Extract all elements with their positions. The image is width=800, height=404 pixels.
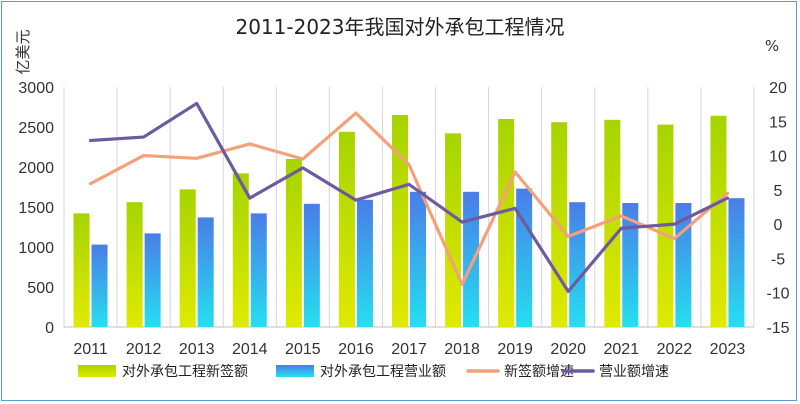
x-tick-label: 2021 <box>604 341 640 358</box>
lines <box>88 101 730 293</box>
x-axis-ticks: 2011 2012 2013 2014 2015 2016 2017 2018 2019 2020… <box>73 341 745 358</box>
right-tick-label: 0 <box>774 217 783 234</box>
x-tick-label: 2013 <box>179 341 215 358</box>
x-tick-label: 2022 <box>657 341 693 358</box>
x-tick-label: 2018 <box>444 341 480 358</box>
x-tick-label: 2011 <box>73 341 108 358</box>
bar-new-contract <box>73 213 90 327</box>
bar-revenue <box>250 213 267 327</box>
bar-new-contract <box>126 202 143 327</box>
x-tick-label: 2017 <box>391 341 427 358</box>
bar-new-contract <box>445 133 462 327</box>
right-tick-label: -10 <box>766 286 789 303</box>
right-tick-label: -15 <box>766 320 789 337</box>
left-axis-ticks: 0 500 1000 1500 2000 2500 3000 <box>18 80 54 337</box>
bars <box>73 115 745 327</box>
bar-new-contract <box>179 189 196 327</box>
bar-revenue <box>144 233 161 327</box>
left-tick-label: 1500 <box>18 200 54 217</box>
legend-label: 新签额增速 <box>504 363 574 380</box>
x-tick-label: 2015 <box>285 341 321 358</box>
x-tick-label: 2016 <box>338 341 374 358</box>
legend-swatch <box>276 365 314 377</box>
right-axis-ticks: -15 -10 -5 0 5 10 15 20 <box>766 80 789 337</box>
left-axis-unit: 亿美元 <box>14 29 32 74</box>
bar-new-contract <box>710 115 727 327</box>
x-tick-label: 2023 <box>710 341 746 358</box>
left-tick-label: 0 <box>45 320 54 337</box>
legend-label: 对外承包工程营业额 <box>320 364 446 380</box>
legend-label: 营业额增速 <box>599 364 669 380</box>
right-axis-unit: % <box>765 37 779 55</box>
legend: 对外承包工程新签额 对外承包工程营业额 新签额增速 营业额增速 <box>78 363 669 380</box>
left-tick-label: 2000 <box>18 160 54 177</box>
bar-new-contract <box>498 119 515 327</box>
left-tick-label: 2500 <box>18 120 54 137</box>
right-tick-label: 15 <box>769 114 787 131</box>
bar-revenue <box>516 188 533 327</box>
bar-revenue <box>463 191 480 327</box>
bar-revenue <box>356 199 373 327</box>
bar-new-contract <box>392 115 408 327</box>
left-tick-label: 500 <box>27 280 54 297</box>
bar-new-contract <box>285 159 302 327</box>
x-tick-label: 2020 <box>550 341 586 358</box>
right-tick-label: 10 <box>769 149 787 166</box>
bar-new-contract <box>604 119 621 327</box>
bar-revenue <box>303 203 320 327</box>
chart-title: 2011-2023年我国对外承包工程情况 <box>235 15 564 39</box>
right-tick-label: 20 <box>769 80 787 97</box>
x-tick-label: 2014 <box>232 341 268 358</box>
right-tick-label: 5 <box>774 183 783 200</box>
bar-new-contract <box>338 131 355 327</box>
bar-revenue <box>197 217 214 327</box>
bar-revenue <box>728 198 745 327</box>
bar-revenue <box>569 202 586 327</box>
legend-swatch <box>78 365 116 377</box>
left-tick-label: 1000 <box>18 240 54 257</box>
x-tick-label: 2019 <box>497 341 533 358</box>
x-tick-label: 2012 <box>126 341 162 358</box>
bar-revenue <box>91 244 108 327</box>
bar-revenue <box>410 191 426 327</box>
bar-revenue <box>622 203 639 327</box>
grid <box>63 87 755 328</box>
right-tick-label: -5 <box>771 251 785 268</box>
left-tick-label: 3000 <box>18 80 54 97</box>
legend-label: 对外承包工程新签额 <box>122 363 248 380</box>
bar-new-contract <box>232 173 249 327</box>
